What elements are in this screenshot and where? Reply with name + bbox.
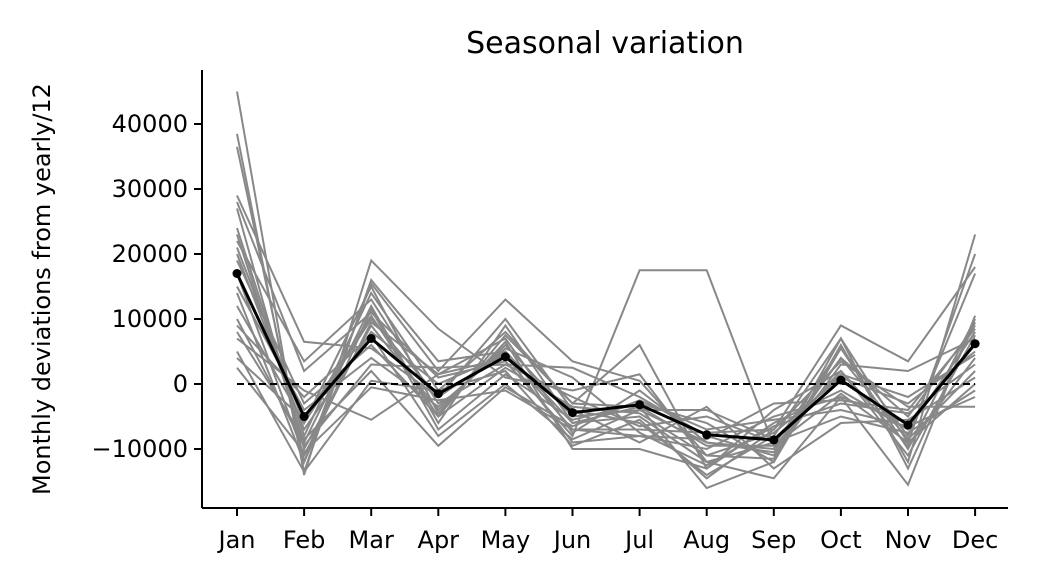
individual-series-group	[236, 91, 977, 490]
mean-point	[433, 389, 443, 399]
mean-point	[568, 408, 577, 418]
y-tick-label: 10000	[112, 305, 188, 333]
x-tick-label: Feb	[283, 526, 326, 554]
mean-point	[299, 412, 309, 421]
mean-point	[366, 334, 376, 343]
x-tick-label: Jun	[552, 526, 592, 554]
x-tick-label: Oct	[820, 526, 862, 554]
mean-point	[702, 430, 712, 440]
x-tick-label: Nov	[885, 526, 932, 554]
x-tick-label: Jan	[217, 526, 256, 554]
individual-series-line	[236, 133, 977, 490]
x-tick-label: Dec	[952, 526, 998, 554]
x-tick-label: Sep	[751, 526, 796, 554]
x-tick-label: Apr	[418, 526, 460, 554]
individual-series-line	[236, 324, 976, 441]
x-tick-label: Mar	[349, 526, 394, 554]
mean-series-line	[235, 272, 977, 442]
mean-point	[903, 420, 913, 430]
y-axis-label: Monthly deviations from yearly/12	[28, 83, 56, 495]
mean-point	[232, 269, 242, 278]
mean-point	[500, 352, 510, 362]
individual-series-line	[236, 318, 976, 448]
individual-series-line	[236, 146, 977, 466]
individual-series-line	[236, 227, 976, 470]
mean-series-group	[232, 269, 980, 445]
individual-series-line	[236, 234, 976, 464]
mean-point	[970, 339, 980, 349]
mean-point	[635, 400, 645, 410]
mean-point	[836, 375, 846, 385]
individual-series-line	[236, 337, 976, 470]
y-tick-label: 30000	[112, 175, 188, 203]
x-tick-label: Jul	[623, 526, 654, 554]
axes	[201, 70, 1008, 509]
y-tick-label: 20000	[112, 240, 188, 268]
x-tick-label: Aug	[683, 526, 730, 554]
individual-series-line	[236, 201, 977, 448]
x-tick-label: May	[481, 526, 531, 554]
y-tick-label: 40000	[112, 110, 188, 138]
chart-title: Seasonal variation	[466, 26, 744, 61]
individual-series-line	[236, 284, 976, 470]
individual-series-line	[236, 331, 976, 448]
y-tick-label: 0	[173, 370, 188, 398]
ticks: −10000 0 10000 20000 30000 40000 Jan Feb Mar Apr M…	[92, 110, 999, 554]
individual-series-line	[236, 328, 976, 454]
y-tick-label: −10000	[92, 435, 188, 463]
mean-point	[769, 435, 779, 445]
